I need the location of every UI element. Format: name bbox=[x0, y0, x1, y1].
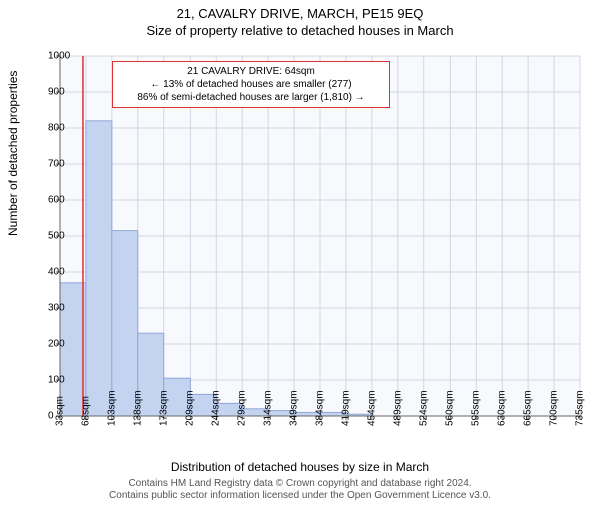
x-axis-label: Distribution of detached houses by size … bbox=[0, 460, 600, 474]
x-tick-label: 209sqm bbox=[185, 390, 196, 426]
annotation-line2: ← 13% of detached houses are smaller (27… bbox=[119, 78, 383, 91]
y-tick-label: 100 bbox=[48, 375, 52, 386]
x-tick-label: 735sqm bbox=[575, 390, 586, 426]
y-tick-label: 800 bbox=[48, 123, 52, 134]
y-tick-label: 700 bbox=[48, 159, 52, 170]
annotation-box: 21 CAVALRY DRIVE: 64sqm ← 13% of detache… bbox=[112, 61, 390, 108]
x-tick-label: 454sqm bbox=[366, 390, 377, 426]
chart-title: 21, CAVALRY DRIVE, MARCH, PE15 9EQ bbox=[0, 6, 600, 21]
y-tick-label: 600 bbox=[48, 195, 52, 206]
y-tick-label: 900 bbox=[48, 87, 52, 98]
x-tick-label: 419sqm bbox=[340, 390, 351, 426]
x-tick-label: 384sqm bbox=[315, 390, 326, 426]
y-tick-label: 300 bbox=[48, 303, 52, 314]
x-tick-label: 524sqm bbox=[418, 390, 429, 426]
y-axis-label: Number of detached properties bbox=[6, 71, 20, 236]
x-tick-label: 489sqm bbox=[392, 390, 403, 426]
footer: Contains HM Land Registry data © Crown c… bbox=[0, 478, 600, 502]
annotation-line3: 86% of semi-detached houses are larger (… bbox=[119, 91, 383, 104]
annotation-line1: 21 CAVALRY DRIVE: 64sqm bbox=[119, 65, 383, 78]
x-tick-label: 630sqm bbox=[497, 390, 508, 426]
y-tick-label: 0 bbox=[48, 411, 52, 422]
x-tick-label: 138sqm bbox=[132, 390, 143, 426]
plot-svg bbox=[60, 56, 580, 416]
x-tick-label: 665sqm bbox=[523, 390, 534, 426]
plot-area: 21 CAVALRY DRIVE: 64sqm ← 13% of detache… bbox=[60, 56, 580, 416]
x-tick-label: 314sqm bbox=[263, 390, 274, 426]
y-tick-label: 500 bbox=[48, 231, 52, 242]
bar bbox=[86, 121, 112, 416]
footer-line1: Contains HM Land Registry data © Crown c… bbox=[0, 478, 600, 490]
x-tick-label: 595sqm bbox=[471, 390, 482, 426]
x-tick-label: 244sqm bbox=[211, 390, 222, 426]
x-tick-label: 279sqm bbox=[237, 390, 248, 426]
x-tick-label: 349sqm bbox=[289, 390, 300, 426]
x-tick-label: 33sqm bbox=[55, 396, 66, 426]
x-tick-label: 173sqm bbox=[158, 390, 169, 426]
y-tick-label: 1000 bbox=[48, 51, 52, 62]
footer-line2: Contains public sector information licen… bbox=[0, 490, 600, 502]
y-tick-label: 200 bbox=[48, 339, 52, 350]
x-tick-label: 68sqm bbox=[80, 396, 91, 426]
y-tick-label: 400 bbox=[48, 267, 52, 278]
chart-container: 21, CAVALRY DRIVE, MARCH, PE15 9EQ Size … bbox=[0, 6, 600, 506]
chart-subtitle: Size of property relative to detached ho… bbox=[0, 23, 600, 38]
x-tick-label: 700sqm bbox=[549, 390, 560, 426]
x-tick-label: 103sqm bbox=[106, 390, 117, 426]
x-tick-label: 560sqm bbox=[445, 390, 456, 426]
bar bbox=[112, 231, 138, 416]
